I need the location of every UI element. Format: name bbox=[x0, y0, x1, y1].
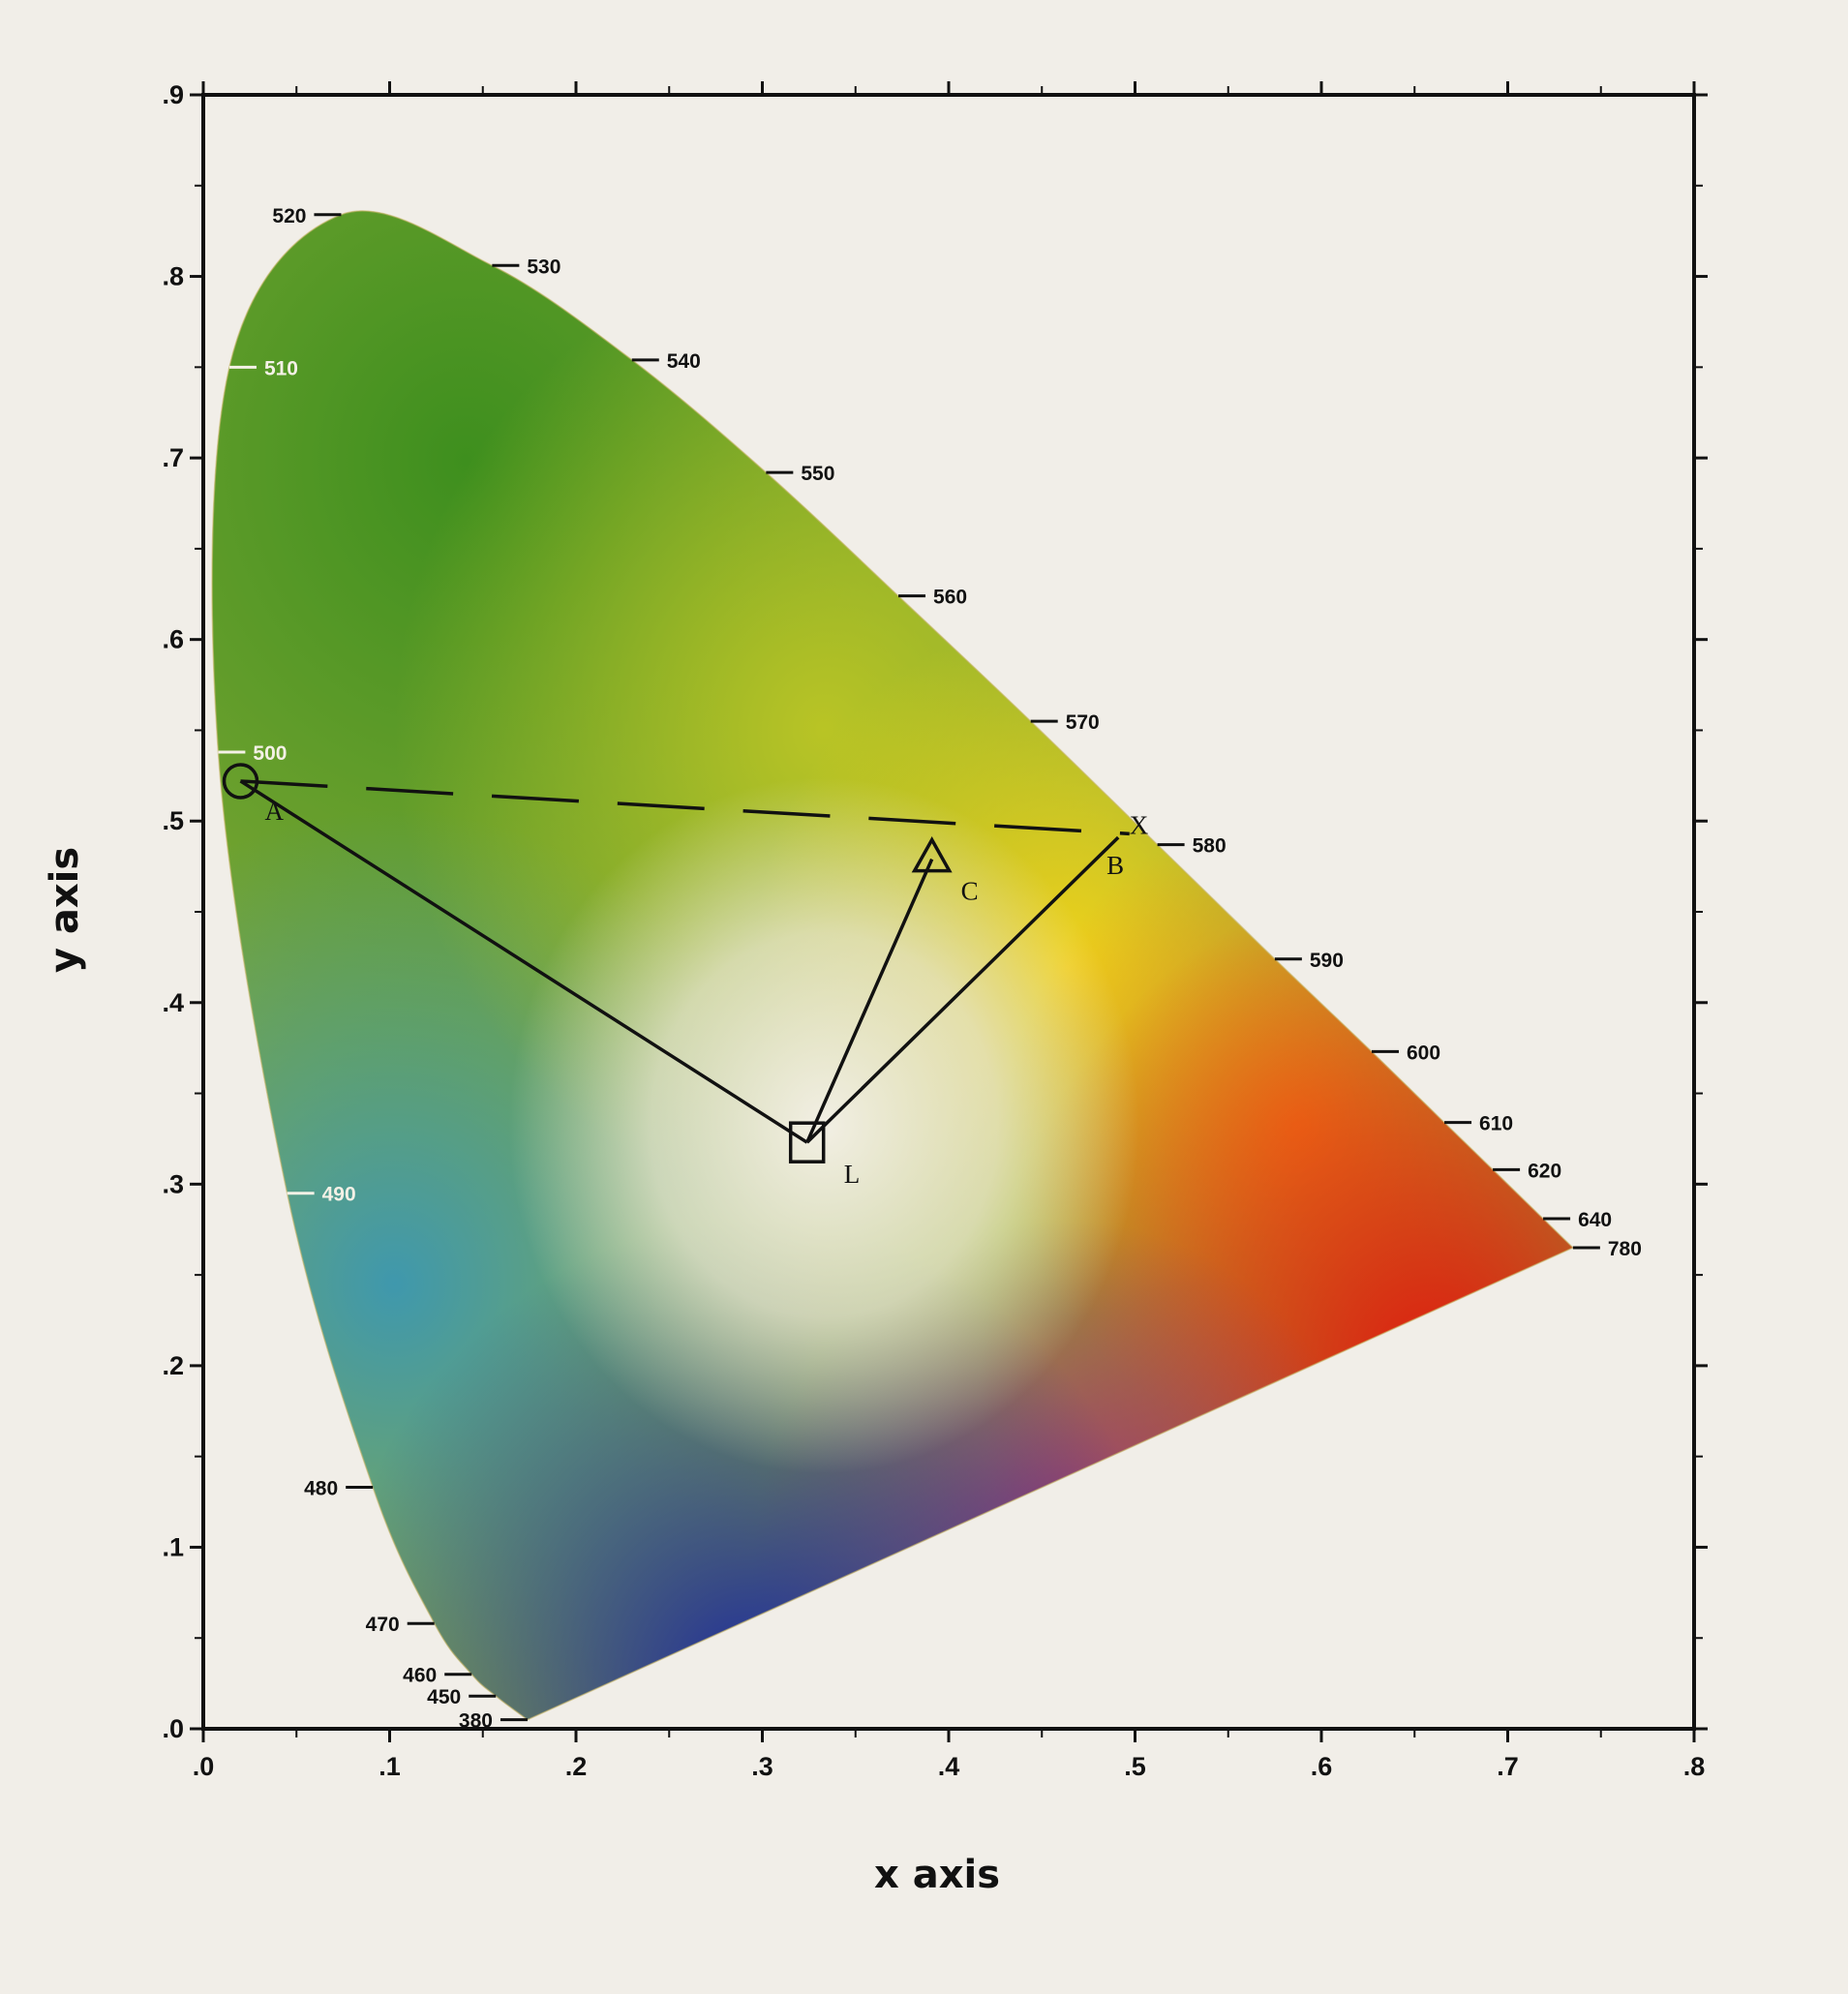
x-tick-label: .8 bbox=[1683, 1752, 1706, 1781]
y-tick-label: .6 bbox=[162, 625, 184, 654]
x-tick-label: .6 bbox=[1311, 1752, 1333, 1781]
y-tick-label: .0 bbox=[162, 1714, 184, 1743]
x-tick-label: .1 bbox=[379, 1752, 401, 1781]
horseshoe-outline bbox=[211, 210, 1575, 1721]
wavelength-label: 590 bbox=[1310, 950, 1344, 972]
y-axis-title: y axis bbox=[43, 847, 87, 973]
point-label-B: B bbox=[1106, 851, 1124, 880]
wavelength-label: 520 bbox=[272, 205, 306, 227]
construction-lines bbox=[239, 779, 1130, 1144]
wavelength-label: 500 bbox=[253, 742, 287, 765]
horseshoe-color-fill bbox=[211, 210, 1575, 1721]
x-tick-label: .7 bbox=[1497, 1752, 1519, 1781]
wavelength-label: 540 bbox=[667, 350, 701, 373]
wavelength-label: 380 bbox=[459, 1710, 493, 1733]
point-label-L: L bbox=[844, 1160, 861, 1189]
point-marker-C bbox=[911, 836, 953, 873]
point-label-C: C bbox=[961, 877, 979, 906]
y-tick-label: .2 bbox=[162, 1351, 184, 1380]
x-tick-label: .0 bbox=[193, 1752, 215, 1781]
x-tick-label: .3 bbox=[751, 1752, 773, 1781]
wavelength-label: 560 bbox=[933, 587, 967, 609]
wavelength-label: 600 bbox=[1407, 1042, 1440, 1064]
y-tick-label: .7 bbox=[162, 443, 184, 472]
text-labels: A B C L X bbox=[265, 797, 1149, 1189]
point-marker-A bbox=[222, 763, 259, 800]
solid-line-C-L bbox=[805, 858, 934, 1143]
y-tick-label: .3 bbox=[162, 1169, 184, 1198]
wavelength-label: 580 bbox=[1193, 835, 1227, 858]
dashed-line-A-X bbox=[240, 779, 1130, 836]
wavelength-label: 610 bbox=[1479, 1113, 1513, 1135]
wavelength-label: 550 bbox=[801, 463, 834, 485]
wavelength-label: 460 bbox=[403, 1665, 437, 1687]
wavelength-label: 640 bbox=[1578, 1209, 1612, 1231]
wavelength-label: 570 bbox=[1066, 711, 1100, 734]
color-wash-white bbox=[212, 210, 1573, 1720]
wavelength-label: 780 bbox=[1608, 1238, 1642, 1260]
point-marker-L bbox=[788, 1121, 826, 1163]
plot-frame: .0 .1 .2 .3 .4 .5 .6 .7 .8 .0 .1 .2 .3 .4 .5 .6 .7 .8 .9 bbox=[162, 80, 1708, 1781]
y-tick-label: .4 bbox=[162, 988, 184, 1017]
x-tick-label: .4 bbox=[938, 1752, 960, 1781]
wavelength-label: 490 bbox=[322, 1184, 356, 1206]
x-tick-label: .2 bbox=[565, 1752, 588, 1781]
x-tick-label: .5 bbox=[1124, 1752, 1146, 1781]
y-tick-label: .8 bbox=[162, 262, 184, 291]
wavelength-label: 470 bbox=[366, 1614, 400, 1636]
x-axis-title: x axis bbox=[874, 1853, 1000, 1897]
point-label-A: A bbox=[265, 797, 285, 826]
y-tick-label: .1 bbox=[162, 1532, 184, 1561]
y-tick-label: .9 bbox=[162, 80, 184, 109]
wavelength-label: 620 bbox=[1528, 1160, 1561, 1182]
wavelength-label: 480 bbox=[304, 1478, 338, 1500]
wavelength-label: 450 bbox=[427, 1686, 461, 1708]
solid-line-A-L bbox=[239, 779, 808, 1144]
solid-line-B-L bbox=[805, 835, 1120, 1144]
horseshoe-clip-group bbox=[212, 210, 1573, 1720]
wavelength-label: 510 bbox=[264, 357, 298, 379]
point-label-X: X bbox=[1130, 810, 1149, 839]
point-markers bbox=[222, 763, 953, 1163]
wavelength-label: 530 bbox=[527, 256, 560, 278]
y-tick-label: .5 bbox=[162, 806, 184, 835]
